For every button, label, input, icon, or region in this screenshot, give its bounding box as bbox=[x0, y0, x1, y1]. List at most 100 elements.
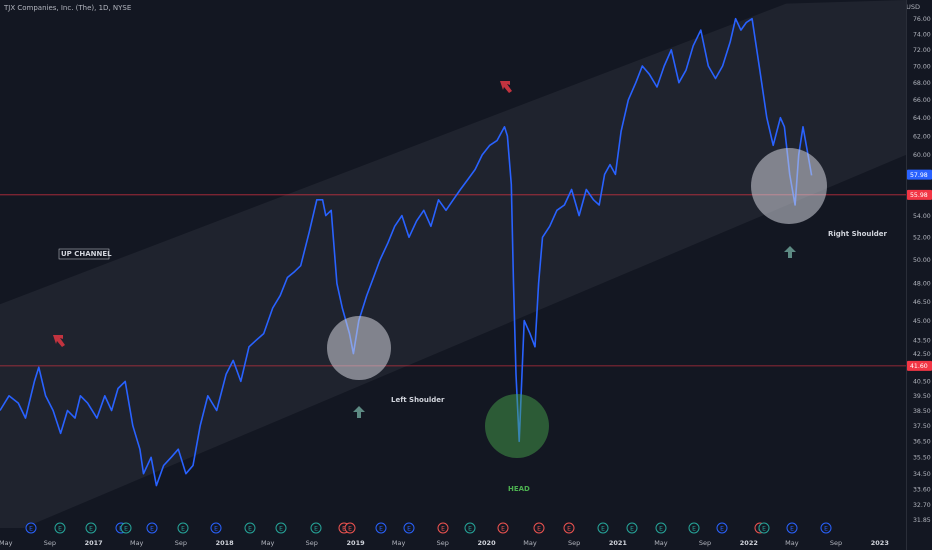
price-scale[interactable]: 31.85 32.70 33.60 34.50 35.50 36.50 37.50 38.50… bbox=[907, 16, 932, 524]
earnings-marker[interactable] bbox=[177, 522, 189, 534]
time-tick-label: May bbox=[0, 539, 13, 547]
earnings-marker[interactable] bbox=[146, 522, 158, 534]
earnings-e-glyph: E bbox=[441, 526, 445, 533]
earnings-marker[interactable] bbox=[655, 522, 667, 534]
last-price-tag bbox=[907, 169, 932, 180]
earnings-marker[interactable] bbox=[244, 522, 256, 534]
price-line bbox=[0, 17, 813, 487]
price-tick-label: 52.00 bbox=[913, 235, 931, 242]
time-tick-label: May bbox=[392, 539, 406, 547]
earnings-e-glyph: E bbox=[342, 526, 346, 533]
level-tag-lower-text: 41.60 bbox=[910, 363, 928, 370]
time-tick-label: Sep bbox=[437, 539, 449, 547]
earnings-e-glyph: E bbox=[58, 526, 62, 533]
earnings-markers: EEEEEEEEEEEEEEEEEEEEEEEEEEEEE bbox=[25, 522, 832, 534]
time-tick-label: 2018 bbox=[216, 539, 235, 547]
earnings-e-glyph: E bbox=[407, 526, 411, 533]
earnings-e-glyph: E bbox=[314, 526, 318, 533]
head-circle bbox=[485, 394, 549, 458]
time-tick-label: 2019 bbox=[347, 539, 366, 547]
channel-band bbox=[0, 0, 906, 528]
earnings-marker[interactable] bbox=[437, 522, 449, 534]
time-tick-label: 2023 bbox=[871, 539, 889, 547]
price-tick-label: 39.50 bbox=[913, 393, 931, 400]
earnings-marker[interactable] bbox=[54, 522, 66, 534]
price-series bbox=[0, 17, 813, 487]
arrow-down-icon bbox=[500, 81, 512, 93]
price-tick-label: 43.50 bbox=[913, 337, 931, 344]
time-tick-label: Sep bbox=[830, 539, 842, 547]
price-tick-label: 36.50 bbox=[913, 439, 931, 446]
earnings-marker[interactable] bbox=[497, 522, 509, 534]
price-tick-label: 74.00 bbox=[913, 31, 931, 38]
earnings-marker[interactable] bbox=[688, 522, 700, 534]
earnings-marker[interactable] bbox=[403, 522, 415, 534]
earnings-e-glyph: E bbox=[468, 526, 472, 533]
earnings-marker[interactable] bbox=[375, 522, 387, 534]
earnings-marker[interactable] bbox=[626, 522, 638, 534]
earnings-e-glyph: E bbox=[379, 526, 383, 533]
earnings-marker[interactable] bbox=[25, 522, 37, 534]
level-tag-lower bbox=[907, 360, 932, 371]
earnings-e-glyph: E bbox=[29, 526, 33, 533]
price-tick-label: 40.50 bbox=[913, 379, 931, 386]
price-tick-label: 38.50 bbox=[913, 408, 931, 415]
time-tick-label: Sep bbox=[568, 539, 580, 547]
time-tick-label: 2017 bbox=[85, 539, 103, 547]
annotation-label: UP CHANNEL bbox=[61, 250, 112, 258]
price-tick-label: 62.00 bbox=[913, 133, 931, 140]
earnings-e-glyph: E bbox=[601, 526, 605, 533]
earnings-marker[interactable] bbox=[786, 522, 798, 534]
earnings-marker[interactable] bbox=[597, 522, 609, 534]
right-shoulder-circle bbox=[751, 148, 827, 224]
earnings-marker[interactable] bbox=[464, 522, 476, 534]
earnings-e-glyph: E bbox=[824, 526, 828, 533]
earnings-e-glyph: E bbox=[659, 526, 663, 533]
time-tick-label: Sep bbox=[175, 539, 187, 547]
arrow-up-icon bbox=[784, 246, 796, 258]
earnings-marker[interactable] bbox=[758, 522, 770, 534]
time-tick-label: May bbox=[130, 539, 144, 547]
earnings-marker[interactable] bbox=[344, 522, 356, 534]
earnings-marker[interactable] bbox=[563, 522, 575, 534]
time-tick-label: May bbox=[785, 539, 799, 547]
earnings-marker[interactable] bbox=[275, 522, 287, 534]
annotation-label: Left Shoulder bbox=[391, 396, 445, 404]
earnings-e-glyph: E bbox=[762, 526, 766, 533]
annotation-label: Right Shoulder bbox=[828, 230, 888, 238]
last-price-tag-text: 57.98 bbox=[910, 172, 928, 179]
price-tick-label: 31.85 bbox=[913, 517, 931, 524]
time-scale[interactable]: May Sep 2017 May Sep 2018 May Sep 2019 May Sep 2020… bbox=[0, 539, 889, 547]
earnings-marker[interactable] bbox=[716, 522, 728, 534]
left-shoulder-circle bbox=[327, 316, 391, 380]
time-tick-label: May bbox=[523, 539, 537, 547]
price-tick-label: 72.00 bbox=[913, 47, 931, 54]
earnings-marker[interactable] bbox=[820, 522, 832, 534]
earnings-marker[interactable] bbox=[210, 522, 222, 534]
price-tick-label: 48.00 bbox=[913, 281, 931, 288]
earnings-e-glyph: E bbox=[248, 526, 252, 533]
time-tick-label: May bbox=[654, 539, 668, 547]
price-tick-label: 66.00 bbox=[913, 97, 931, 104]
earnings-e-glyph: E bbox=[692, 526, 696, 533]
earnings-e-glyph: E bbox=[150, 526, 154, 533]
earnings-marker[interactable] bbox=[120, 522, 132, 534]
earnings-e-glyph: E bbox=[720, 526, 724, 533]
price-tick-label: 64.00 bbox=[913, 115, 931, 122]
earnings-e-glyph: E bbox=[790, 526, 794, 533]
earnings-e-glyph: E bbox=[181, 526, 185, 533]
price-tick-label: 42.50 bbox=[913, 351, 931, 358]
price-tick-label: 60.00 bbox=[913, 152, 931, 159]
pattern-markers bbox=[53, 81, 827, 458]
earnings-e-glyph: E bbox=[501, 526, 505, 533]
annotation-box bbox=[58, 248, 110, 260]
price-tick-label: 35.50 bbox=[913, 455, 931, 462]
earnings-marker[interactable] bbox=[85, 522, 97, 534]
chart-title: TJX Companies, Inc. (The), 1D, NYSE bbox=[4, 4, 132, 12]
time-tick-label: Sep bbox=[44, 539, 56, 547]
earnings-marker[interactable] bbox=[310, 522, 322, 534]
time-tick-label: 2022 bbox=[740, 539, 758, 547]
earnings-marker[interactable] bbox=[533, 522, 545, 534]
level-tag-upper bbox=[907, 189, 932, 200]
